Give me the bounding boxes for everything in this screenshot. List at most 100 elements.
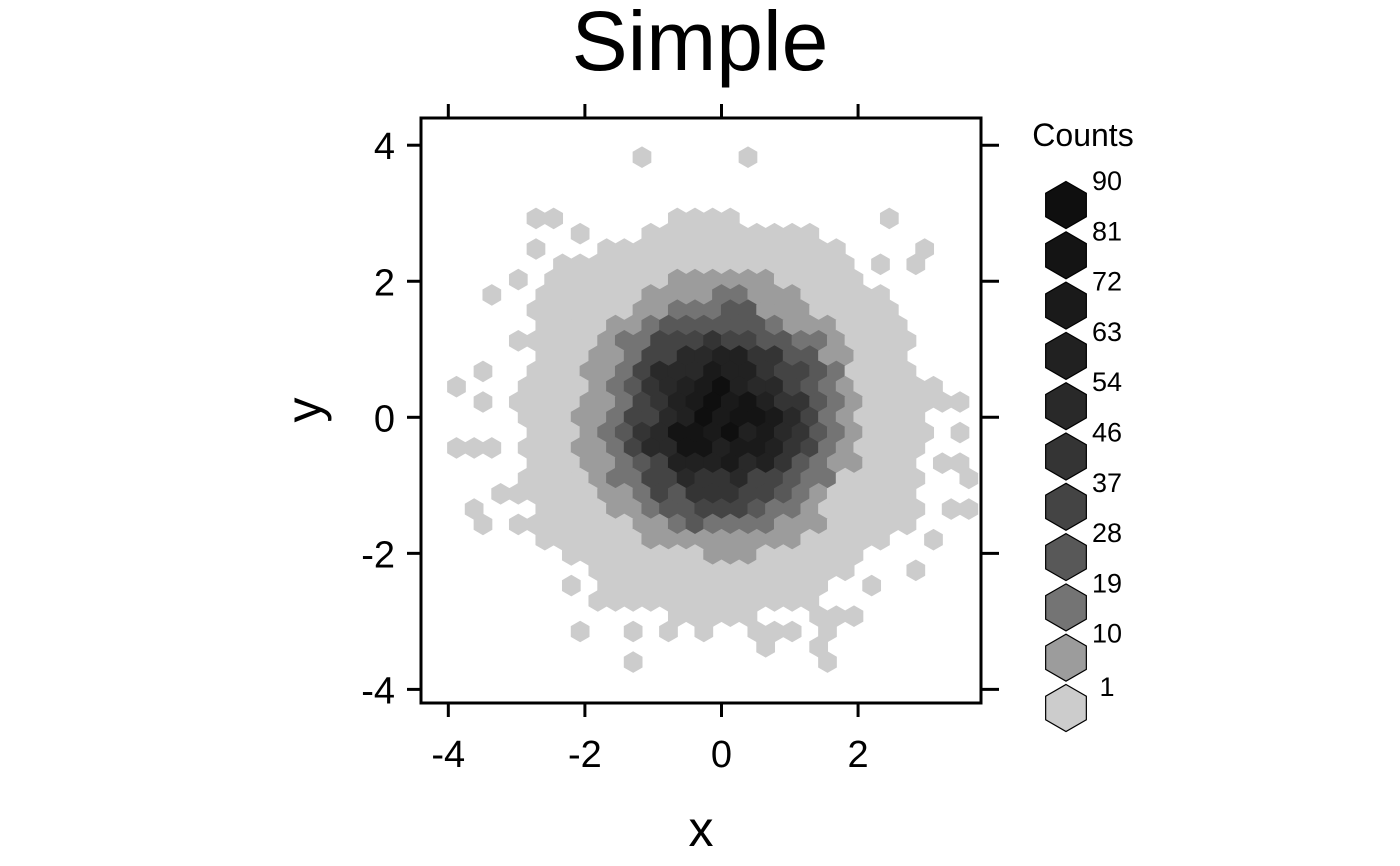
hex-cell [694, 314, 714, 337]
hex-cell [800, 222, 820, 245]
hex-cell [800, 467, 820, 490]
hex-cell [729, 498, 749, 520]
hex-cell [747, 345, 767, 367]
hex-cell [553, 467, 572, 490]
hex-cell [544, 330, 564, 352]
hex-cell [447, 437, 466, 459]
hex-cell [526, 238, 546, 260]
hex-cell [897, 391, 917, 413]
legend-swatch [1045, 633, 1087, 682]
hex-cell [676, 559, 696, 582]
hex-cell [712, 498, 731, 520]
hex-cell [756, 299, 776, 321]
hex-cell [826, 238, 846, 260]
hex-cell [623, 284, 643, 306]
hex-cell [614, 544, 634, 566]
hex-cell [862, 483, 882, 505]
hex-cell [720, 268, 740, 291]
hex-cell [818, 559, 837, 582]
hex-cell [650, 452, 670, 474]
legend-swatch [1045, 583, 1087, 632]
hex-cell [729, 375, 749, 398]
hex-cell [950, 391, 970, 413]
hex-cell [588, 559, 608, 582]
hex-cell [508, 268, 528, 291]
hex-cell [650, 513, 670, 536]
hex-cell [747, 559, 767, 582]
hex-cell [623, 314, 643, 337]
hex-cell [738, 238, 758, 260]
hex-cell [597, 391, 617, 413]
hex-cell [641, 437, 661, 459]
hex-cell [747, 314, 767, 337]
hex-cell [588, 528, 608, 551]
hex-cell [597, 299, 617, 321]
hex-cell [526, 452, 546, 474]
hex-cell [659, 559, 678, 582]
hex-cell [756, 544, 776, 566]
hex-cell [888, 345, 908, 367]
hex-cell [544, 299, 564, 321]
hex-cell [623, 528, 643, 551]
hex-cell [623, 651, 643, 673]
hex-cell [685, 268, 705, 291]
hex-cell [561, 268, 581, 291]
hex-cell [862, 574, 882, 597]
hex-cell [738, 360, 758, 383]
hex-cell [879, 360, 899, 383]
hex-cell [623, 590, 643, 612]
hex-cell [526, 391, 546, 413]
hex-cell [906, 437, 926, 459]
hex-cell [597, 574, 617, 597]
hex-cell [756, 421, 776, 444]
hex-cell [756, 391, 776, 413]
hex-cell [553, 375, 572, 398]
hex-cell [862, 452, 882, 474]
hex-cell [694, 222, 714, 245]
hex-cell [694, 345, 714, 367]
hex-cell [606, 314, 625, 337]
hex-cell [932, 452, 952, 474]
hex-cell [544, 391, 564, 413]
x-tick-label: 2 [848, 734, 869, 776]
hex-cell [835, 498, 855, 520]
hex-cell [773, 574, 793, 597]
hex-cell [517, 406, 537, 429]
hex-cell [703, 605, 723, 627]
hex-cell [517, 437, 537, 459]
hex-cell [888, 437, 908, 459]
hex-cell [641, 314, 661, 337]
hex-cell [570, 620, 590, 643]
hex-cell [765, 559, 784, 582]
hex-cell [685, 238, 705, 260]
hex-cell [508, 513, 528, 536]
hex-cell [747, 498, 767, 520]
hex-cell [862, 421, 882, 444]
hex-cell [932, 391, 952, 413]
hex-cell [606, 253, 625, 276]
hex-cell [694, 375, 714, 398]
hex-cell [597, 483, 617, 505]
hex-cell [720, 574, 740, 597]
hex-cell [729, 253, 749, 276]
hex-cell [667, 360, 687, 383]
hex-cell [570, 253, 590, 276]
hex-cell [544, 207, 564, 230]
hex-cell [632, 421, 652, 444]
hex-cell [632, 544, 652, 566]
hex-cell [862, 513, 882, 536]
hex-cell [897, 421, 917, 444]
hex-cell [632, 574, 652, 597]
hex-cell [473, 360, 493, 383]
hex-cell [835, 437, 855, 459]
hex-cell [738, 483, 758, 505]
hex-cell [685, 330, 705, 352]
legend-label: 63 [1092, 317, 1122, 347]
hex-cell [809, 452, 829, 474]
hex-cell [915, 421, 935, 444]
hex-cell [544, 360, 564, 383]
hex-cell [738, 605, 758, 627]
hex-cell [756, 636, 776, 658]
hex-cell [703, 483, 723, 505]
hex-cell [588, 284, 608, 306]
